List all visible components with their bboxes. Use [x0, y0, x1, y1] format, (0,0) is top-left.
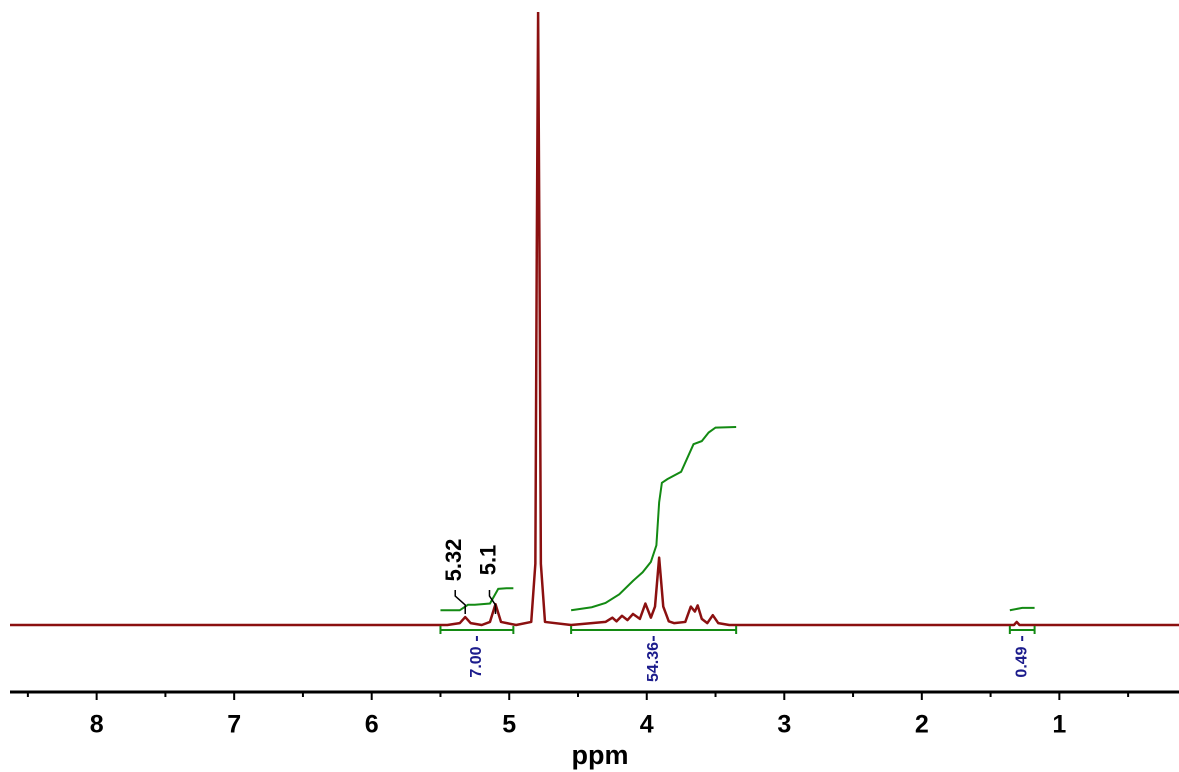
- peak-label: 5.32: [441, 539, 466, 582]
- x-axis-label: ppm: [572, 740, 629, 770]
- integral-curve: [570, 426, 737, 612]
- integral-label: 0.49: [1013, 646, 1030, 677]
- x-tick-label: 2: [915, 711, 929, 739]
- peak-leader: [454, 590, 466, 614]
- x-tick-label: 6: [365, 711, 379, 739]
- integral-bracket: [439, 626, 515, 634]
- integral-bracket: [1008, 626, 1036, 634]
- integral-curve: [440, 587, 514, 612]
- peak-label: 5.1: [475, 545, 500, 576]
- x-tick-label: 4: [640, 711, 654, 739]
- integral-curve: [1009, 606, 1035, 612]
- integral-label: 7.00: [468, 646, 485, 677]
- x-tick-label: 3: [777, 711, 791, 739]
- x-tick-label: 7: [227, 711, 241, 739]
- x-tick-label: 8: [90, 711, 104, 739]
- x-tick-label: 1: [1052, 711, 1066, 739]
- integral-bracket: [570, 626, 738, 634]
- spectrum-line: [10, 12, 1179, 627]
- peak-leader: [488, 590, 497, 614]
- integral-label: 54.36: [645, 642, 662, 682]
- x-tick-label: 5: [502, 711, 516, 739]
